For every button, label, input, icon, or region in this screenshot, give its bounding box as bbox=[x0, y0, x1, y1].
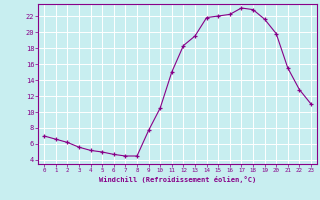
X-axis label: Windchill (Refroidissement éolien,°C): Windchill (Refroidissement éolien,°C) bbox=[99, 176, 256, 183]
